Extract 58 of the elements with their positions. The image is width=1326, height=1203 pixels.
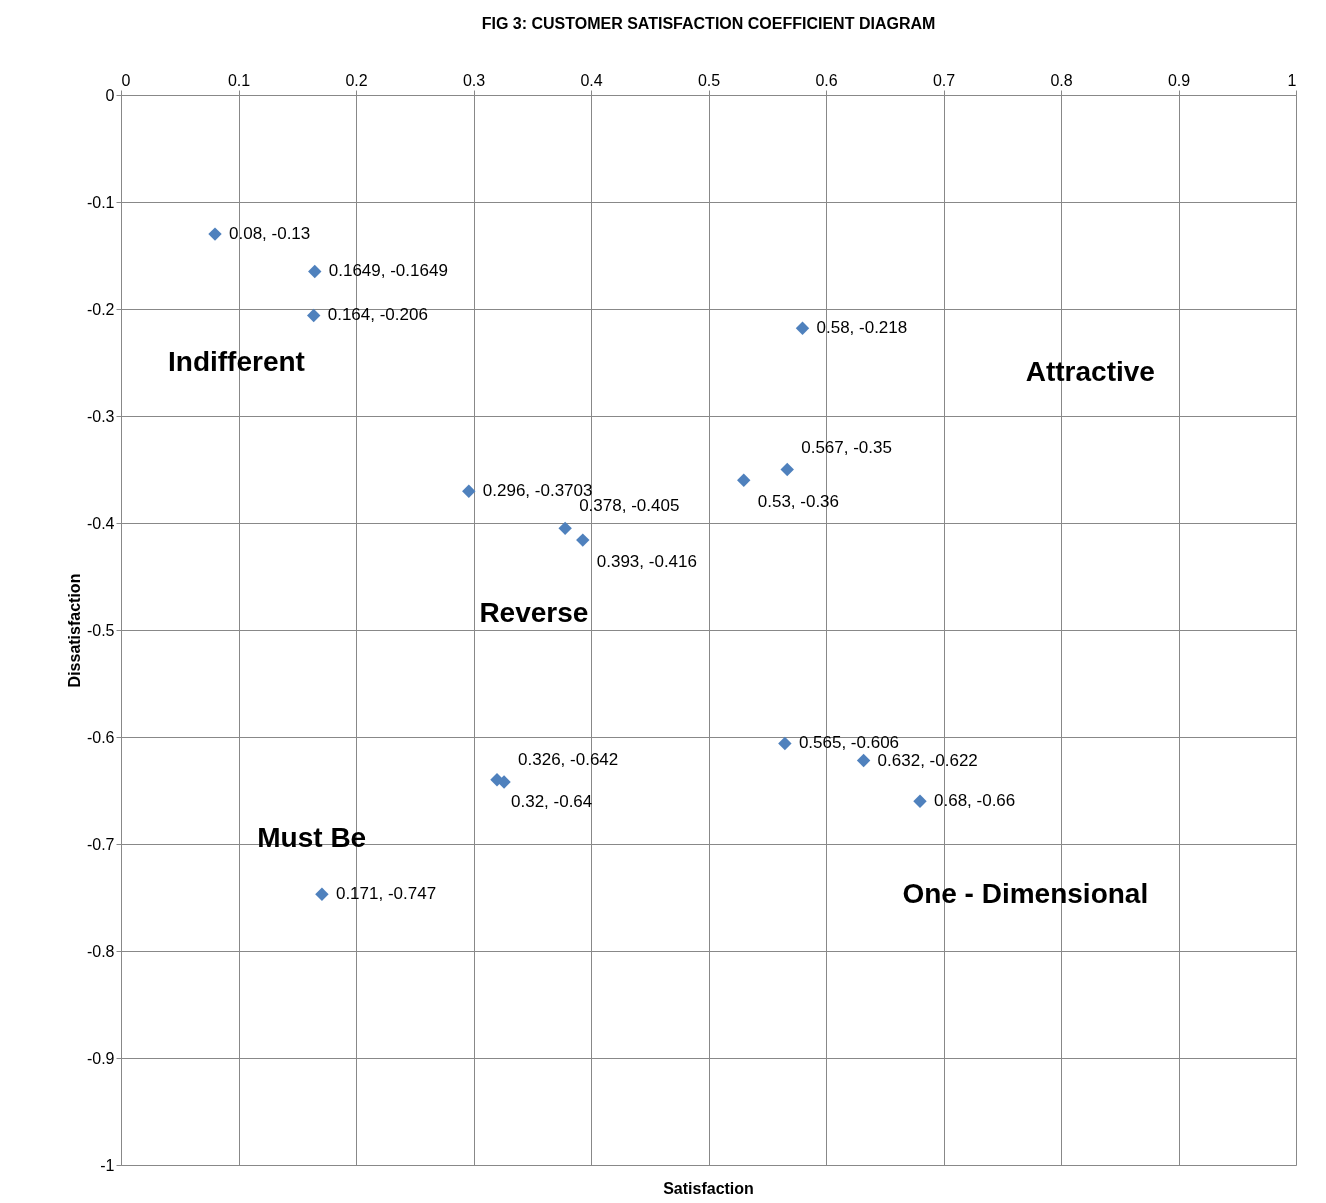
y-tick-label: -0.5 <box>86 621 115 639</box>
x-tick-label: 0.9 <box>1167 71 1191 89</box>
x-tick-label: 0.8 <box>1050 71 1073 89</box>
point <box>558 521 572 536</box>
y-tick-label: -0.9 <box>86 1049 115 1067</box>
data-label: 0.08, -0.13 <box>229 224 311 244</box>
y-tick-label: -0.8 <box>86 942 115 960</box>
point <box>306 308 321 323</box>
y-tick-label: -0.6 <box>86 728 115 746</box>
data-label: 0.58, -0.218 <box>816 318 908 338</box>
y-tick-label: -1 <box>100 1156 115 1174</box>
y-axis-title: Dissatisfaction <box>65 573 83 688</box>
point <box>462 484 476 498</box>
x-tick-label: 0.2 <box>345 71 368 89</box>
point <box>778 736 792 751</box>
data-label: 0.53, -0.36 <box>757 492 840 512</box>
data-label: 0.32, -0.64 <box>511 791 593 811</box>
chart-title: FIG 3: CUSTOMER SATISFACTION COEFFICIENT DIAGRAM <box>481 15 936 32</box>
data-label: 0.1649, -0.1649 <box>328 261 448 281</box>
data-label: 0.68, -0.66 <box>934 791 1016 811</box>
point <box>737 473 751 487</box>
annotation: Reverse <box>479 596 589 628</box>
point <box>913 794 927 808</box>
y-tick-label: -0.3 <box>86 407 115 425</box>
y-tick-label: -0.4 <box>86 514 115 532</box>
x-tick-label: 0.4 <box>580 71 603 89</box>
annotation: Indifferent <box>168 345 305 377</box>
point <box>208 227 222 241</box>
data-label: 0.567, -0.35 <box>801 437 892 457</box>
annotation: One - Dimensional <box>902 878 1149 910</box>
x-tick-label: 0 <box>121 71 131 89</box>
point <box>780 462 794 477</box>
point <box>795 321 810 335</box>
data-label: 0.171, -0.747 <box>335 884 437 904</box>
point <box>856 753 871 768</box>
y-tick-label: 0 <box>105 86 115 104</box>
x-tick-label: 0.7 <box>932 71 956 89</box>
x-tick-label: 1 <box>1287 71 1297 89</box>
point <box>576 533 590 547</box>
data-label: 0.393, -0.416 <box>596 552 697 572</box>
data-label: 0.164, -0.206 <box>327 305 428 325</box>
data-label: 0.632, -0.622 <box>877 750 978 770</box>
point <box>315 887 329 901</box>
x-tick-label: 0.5 <box>697 71 721 89</box>
y-tick-label: -0.7 <box>86 835 115 853</box>
x-axis-title: Satisfaction <box>663 1180 754 1197</box>
y-tick-label: -0.1 <box>86 193 115 211</box>
x-tick-label: 0.6 <box>815 71 838 89</box>
x-tick-label: 0.3 <box>462 71 486 89</box>
annotation: Attractive <box>1025 356 1155 388</box>
point <box>308 264 322 279</box>
data-label: 0.378, -0.405 <box>579 496 680 516</box>
y-tick-label: -0.2 <box>86 300 115 318</box>
point <box>490 773 504 787</box>
data-label: 0.326, -0.642 <box>518 749 619 769</box>
data-label: 0.565, -0.606 <box>798 733 900 753</box>
x-tick-label: 0.1 <box>227 71 251 89</box>
annotation: Must Be <box>257 821 367 853</box>
